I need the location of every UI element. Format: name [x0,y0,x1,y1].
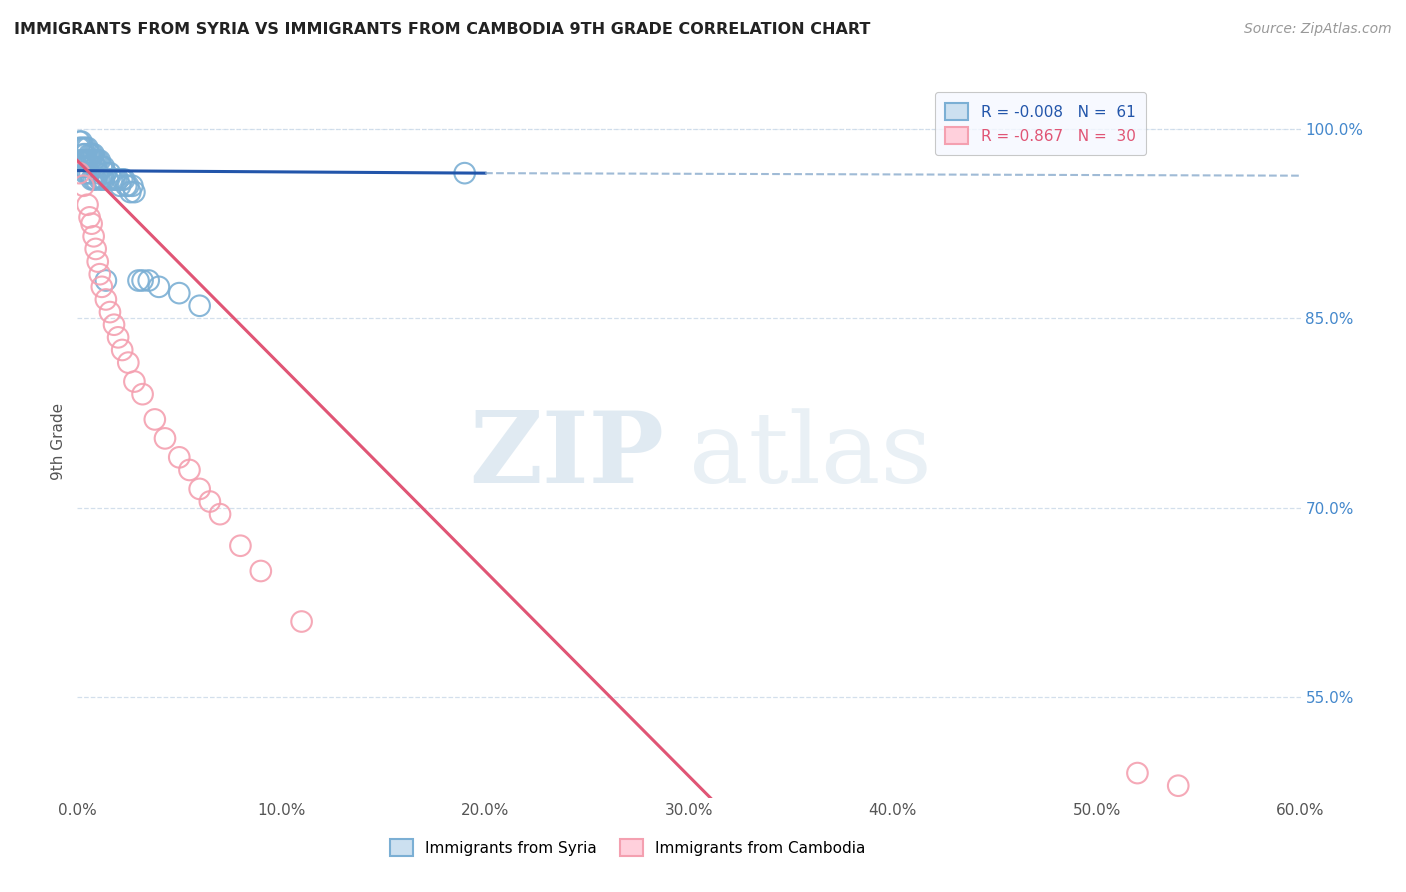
Text: IMMIGRANTS FROM SYRIA VS IMMIGRANTS FROM CAMBODIA 9TH GRADE CORRELATION CHART: IMMIGRANTS FROM SYRIA VS IMMIGRANTS FROM… [14,22,870,37]
Point [131,387,153,401]
Point [80,147,103,161]
Point [98,305,121,319]
Point [80,172,103,186]
Point [72,178,94,193]
Point [79,211,101,225]
Point [131,273,153,287]
Point [67,166,90,180]
Point [90,280,112,294]
Point [198,494,221,508]
Point [89,153,111,168]
Point [80,153,103,168]
Point [153,431,176,445]
Point [90,160,112,174]
Point [75,141,97,155]
Point [121,178,143,193]
Point [117,178,139,193]
Point [103,172,125,186]
Point [72,153,94,168]
Point [250,564,273,578]
Point [179,463,201,477]
Point [76,198,98,212]
Legend: Immigrants from Syria, Immigrants from Cambodia: Immigrants from Syria, Immigrants from C… [384,833,872,862]
Point [90,172,112,186]
Point [169,286,191,301]
Point [70,141,93,155]
Point [80,217,103,231]
Point [67,135,90,149]
Point [89,267,111,281]
Point [87,166,110,180]
Point [93,172,115,186]
Point [83,153,105,168]
Point [84,160,107,174]
Point [94,166,117,180]
Point [84,242,107,256]
Point [67,141,90,155]
Text: Source: ZipAtlas.com: Source: ZipAtlas.com [1244,22,1392,37]
Point [112,172,135,186]
Point [1167,779,1189,793]
Point [94,273,117,287]
Point [83,172,105,186]
Point [111,343,134,357]
Point [72,141,94,155]
Point [84,172,107,186]
Point [70,135,93,149]
Point [111,172,134,186]
Point [76,141,98,155]
Point [290,615,312,629]
Text: ZIP: ZIP [470,408,665,504]
Point [108,178,131,193]
Point [67,153,90,168]
Point [117,356,139,370]
Point [208,507,231,521]
Point [75,147,97,161]
Point [115,178,138,193]
Point [148,280,170,294]
Y-axis label: 9th Grade: 9th Grade [51,403,66,480]
Point [76,166,98,180]
Point [79,153,101,168]
Point [70,160,93,174]
Point [188,299,211,313]
Point [70,153,93,168]
Point [143,412,166,426]
Point [94,293,117,307]
Text: atlas: atlas [689,408,932,504]
Point [229,539,252,553]
Point [120,185,142,199]
Point [1126,766,1149,780]
Point [127,273,149,287]
Point [72,160,94,174]
Point [83,229,105,244]
Point [76,153,98,168]
Point [105,172,128,186]
Point [79,166,101,180]
Point [83,147,105,161]
Point [124,375,146,389]
Point [453,166,475,180]
Point [87,254,110,268]
Point [107,330,129,344]
Point [169,450,191,465]
Point [138,273,160,287]
Point [103,318,125,332]
Point [107,172,129,186]
Point [98,166,121,180]
Point [75,153,97,168]
Point [97,172,120,186]
Point [72,147,94,161]
Point [84,153,107,168]
Point [188,482,211,496]
Point [124,185,146,199]
Point [101,172,124,186]
Point [93,160,115,174]
Point [75,166,97,180]
Point [89,172,111,186]
Point [87,153,110,168]
Point [79,147,101,161]
